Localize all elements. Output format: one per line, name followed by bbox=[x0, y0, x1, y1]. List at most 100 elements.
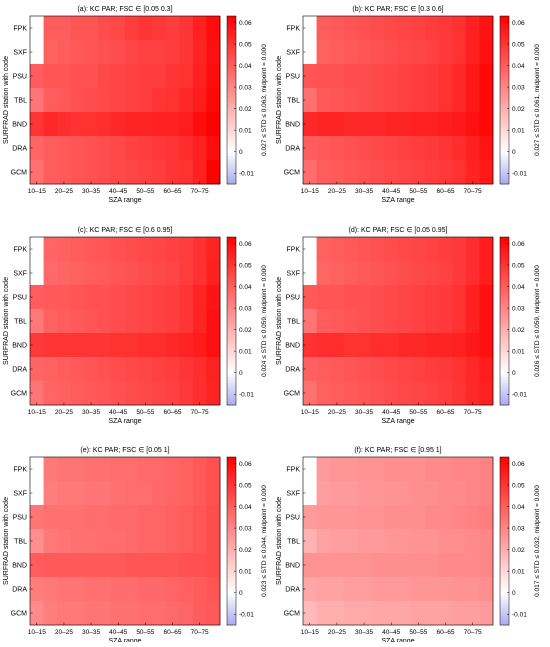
heatmap-cell bbox=[43, 285, 58, 310]
heatmap-cell bbox=[479, 601, 494, 626]
x-tick-label: 60–65 bbox=[436, 629, 454, 636]
colorbar-segment bbox=[500, 588, 509, 592]
heatmap-cell bbox=[84, 112, 99, 137]
heatmap-cell bbox=[479, 261, 494, 286]
heatmap-cell bbox=[384, 261, 399, 286]
heatmap-cell bbox=[57, 505, 72, 530]
heatmap-cell bbox=[303, 285, 317, 310]
colorbar-segment bbox=[500, 377, 509, 381]
heatmap-cell bbox=[398, 601, 412, 626]
colorbar-segment bbox=[500, 459, 509, 463]
heatmap-cell bbox=[411, 357, 426, 382]
heatmap-cell bbox=[125, 553, 139, 578]
colorbar-segment bbox=[500, 136, 509, 140]
colorbar-segment bbox=[500, 41, 509, 45]
colorbar-segment bbox=[227, 49, 236, 53]
heatmap-cell bbox=[192, 357, 207, 382]
y-tick-label: TBL bbox=[14, 539, 27, 546]
heatmap-cell bbox=[70, 553, 85, 578]
heatmap-cell bbox=[465, 160, 480, 185]
heatmap-cell bbox=[438, 309, 453, 334]
colorbar-segment bbox=[227, 24, 236, 28]
colorbar-segment bbox=[227, 178, 236, 182]
colorbar-segment bbox=[500, 38, 509, 42]
heatmap-cell bbox=[165, 261, 180, 286]
colorbar-segment bbox=[500, 253, 509, 257]
colorbar-tick-label: 0.02 bbox=[512, 547, 525, 554]
colorbar-segment bbox=[227, 116, 236, 120]
y-axis-label: SURFRAD station with code bbox=[276, 277, 283, 365]
heatmap-cell bbox=[125, 529, 139, 554]
colorbar-segment bbox=[500, 128, 509, 132]
colorbar-segment bbox=[227, 385, 236, 389]
heatmap-cell bbox=[57, 16, 72, 41]
heatmap-cell bbox=[125, 136, 139, 161]
colorbar-segment bbox=[500, 161, 509, 165]
heatmap-cell bbox=[97, 577, 112, 602]
colorbar-segment bbox=[500, 496, 509, 500]
colorbar-segment bbox=[227, 493, 236, 497]
colorbar-segment bbox=[500, 88, 509, 92]
heatmap-cell bbox=[43, 577, 58, 602]
heatmap-cell bbox=[452, 505, 467, 530]
heatmap-cell bbox=[43, 261, 58, 286]
heatmap-cell bbox=[206, 285, 221, 310]
heatmap-cell bbox=[425, 529, 440, 554]
heatmap-cell bbox=[57, 457, 72, 482]
colorbar-segment bbox=[227, 574, 236, 578]
colorbar-segment bbox=[227, 393, 236, 397]
colorbar-label: 0.027 ≤ STD ≤ 0.061, midpoint = 0.000 bbox=[534, 44, 541, 156]
heatmap-cell bbox=[192, 16, 207, 41]
x-tick-label: 20–25 bbox=[55, 188, 73, 195]
colorbar-tick-label: -0.01 bbox=[512, 612, 527, 619]
heatmap-cell bbox=[125, 333, 139, 358]
colorbar-segment bbox=[500, 284, 509, 288]
heatmap-cell bbox=[97, 40, 112, 65]
colorbar-segment bbox=[500, 543, 509, 547]
heatmap-cell bbox=[398, 553, 412, 578]
heatmap-cell bbox=[411, 505, 426, 530]
colorbar-segment bbox=[500, 583, 509, 587]
y-tick-label: PSU bbox=[286, 74, 300, 81]
colorbar-frame bbox=[499, 15, 510, 185]
heatmap-cell bbox=[384, 136, 399, 161]
heatmap-cell bbox=[97, 237, 112, 262]
colorbar-segment bbox=[227, 501, 236, 505]
colorbar-segment bbox=[227, 74, 236, 78]
colorbar-tick-label: 0.03 bbox=[512, 84, 525, 91]
y-tick-label: PSU bbox=[13, 515, 27, 522]
colorbar-segment bbox=[500, 594, 509, 598]
colorbar-segment bbox=[500, 276, 509, 280]
heatmap-cell bbox=[316, 40, 331, 65]
heatmap-cell bbox=[343, 529, 358, 554]
colorbar-segment bbox=[227, 46, 236, 50]
colorbar-segment bbox=[227, 153, 236, 157]
heatmap-cell bbox=[138, 553, 153, 578]
colorbar-segment bbox=[500, 332, 509, 336]
heatmap-cell bbox=[357, 237, 372, 262]
colorbar-segment bbox=[500, 114, 509, 118]
heatmap-cell bbox=[192, 160, 207, 185]
heatmap-cell bbox=[411, 64, 426, 89]
colorbar-segment bbox=[500, 318, 509, 322]
colorbar-segment bbox=[227, 613, 236, 617]
colorbar-segment bbox=[227, 251, 236, 255]
heatmap-cell bbox=[316, 64, 331, 89]
heatmap-cell bbox=[111, 553, 126, 578]
colorbar-segment bbox=[227, 521, 236, 525]
heatmap-cell bbox=[152, 357, 167, 382]
heatmap-cell bbox=[152, 481, 167, 506]
colorbar-segment bbox=[227, 38, 236, 42]
heatmap-cell bbox=[179, 136, 194, 161]
heatmap-cell bbox=[84, 160, 99, 185]
colorbar-segment bbox=[500, 532, 509, 536]
colorbar-segment bbox=[227, 130, 236, 134]
colorbar-tick-label: 0.05 bbox=[239, 482, 252, 489]
heatmap-cell bbox=[479, 457, 494, 482]
colorbar-segment bbox=[500, 462, 509, 466]
heatmap-cell bbox=[398, 529, 412, 554]
colorbar-tick-label: -0.01 bbox=[512, 392, 527, 399]
heatmap-cell bbox=[206, 40, 221, 65]
colorbar-segment bbox=[227, 471, 236, 475]
heatmap-cell bbox=[57, 553, 72, 578]
